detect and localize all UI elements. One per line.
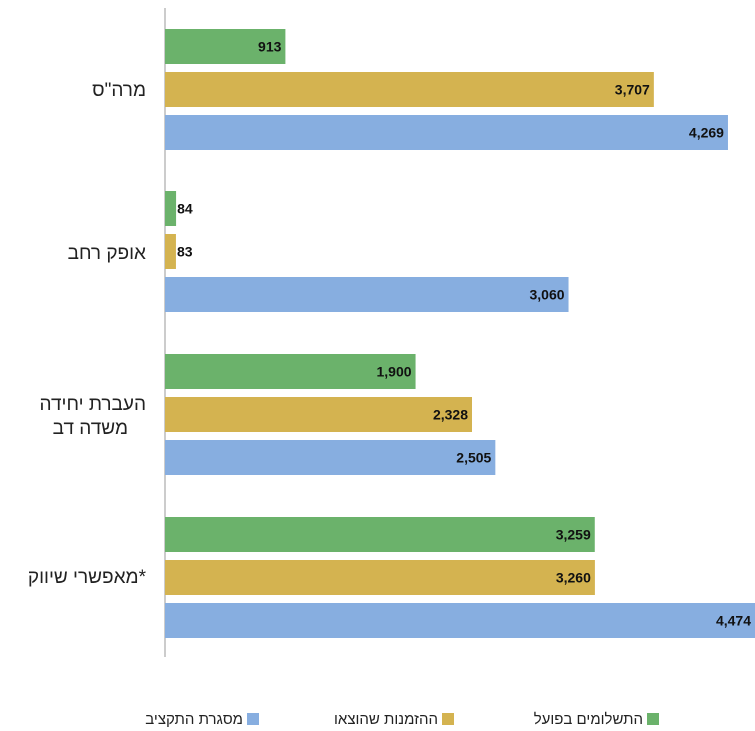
bar [165,234,176,269]
legend-item: התשלומים בפועל [534,711,659,728]
category-label: העברת יחידה משדה דב [40,394,146,439]
value-label: 913 [258,39,282,55]
category-label: אופק רחב [68,243,146,264]
value-label: 3,259 [556,527,591,543]
bars [165,29,755,638]
value-label: 3,260 [556,570,591,586]
legend-item: מסגרת התקציב [145,711,259,728]
legend-swatch [247,713,259,725]
bar [165,72,654,107]
bar [165,191,177,226]
bar [165,29,286,64]
bar [165,115,728,150]
value-labels: 913 3,707 4,269 84 83 3,060 1,900 2,328 2,505 3,2… [177,39,751,629]
value-label: 4,269 [689,125,724,141]
legend-item: ההזמנות שהוצאו [334,711,454,728]
bar [165,440,496,475]
legend-swatch [442,713,454,725]
legend: התשלומים בפועל ההזמנות שהוצאו מסגרת התקצ… [145,711,659,728]
value-label: 2,328 [433,407,468,423]
bar [165,354,416,389]
category-label: מאפשרי שיווק* [28,567,147,588]
value-label: 83 [177,244,193,260]
bar [165,397,473,432]
value-label: 2,505 [456,450,491,466]
legend-label: מסגרת התקציב [145,711,243,728]
bar [165,517,595,552]
value-label: 3,060 [529,287,564,303]
legend-swatch [647,713,659,725]
legend-label: התשלומים בפועל [534,711,643,728]
category-label-line: העברת יחידה [40,394,146,415]
value-label: 3,707 [615,82,650,98]
legend-label: ההזמנות שהוצאו [334,711,438,728]
bar [165,560,595,595]
category-label-line: משדה דב [53,418,128,439]
category-labels: מרה"ס אופק רחב מאפשרי שיווק* העברת יחידה… [28,80,147,588]
value-label: 4,474 [716,613,751,629]
bar [165,603,755,638]
bar [165,277,569,312]
category-label: מרה"ס [92,80,146,101]
value-label: 1,900 [377,364,412,380]
value-label: 84 [177,201,193,217]
